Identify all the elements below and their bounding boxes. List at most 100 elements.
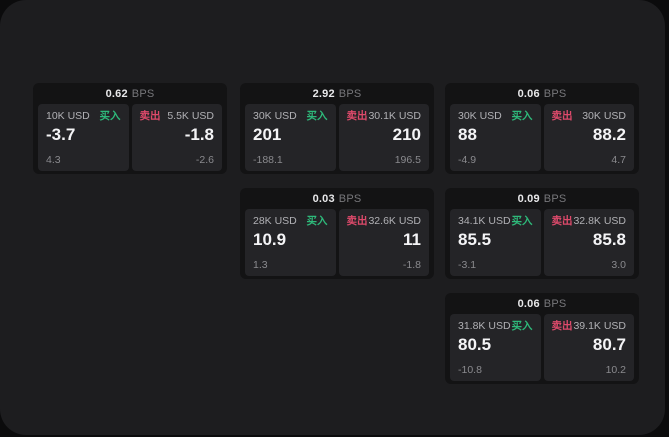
- sell-change: -2.6: [195, 153, 214, 166]
- buy-notional: 34.1K USD: [458, 215, 511, 227]
- sell-side-label: 卖出: [551, 320, 573, 332]
- sell-panel-header: 卖出 5.5K USD: [140, 111, 215, 122]
- bps-unit-label: BPS: [338, 192, 362, 205]
- buy-panel-header: 30K USD 买入: [253, 111, 328, 122]
- sell-change: -1.8: [402, 258, 421, 271]
- spread-bps-value: 0.06: [517, 297, 540, 310]
- buy-change: -10.8: [458, 363, 482, 376]
- spread-bps-value: 0.09: [517, 192, 540, 205]
- sell-notional: 30K USD: [582, 110, 626, 122]
- sell-panel-header: 卖出 32.6K USD: [347, 216, 422, 227]
- buy-notional: 28K USD: [253, 215, 297, 227]
- quote-panels: 10K USD 买入 -3.7 4.3 卖出 5.5K USD -1.8 -2.…: [38, 104, 222, 171]
- sell-notional: 30.1K USD: [368, 110, 421, 122]
- quote-card: 0.09 BPS 34.1K USD 买入 85.5 -3.1 卖出 32.8K…: [445, 188, 639, 279]
- sell-price: 88.2: [592, 124, 626, 144]
- quote-panels: 30K USD 买入 88 -4.9 卖出 30K USD 88.2 4.7: [450, 104, 634, 171]
- card-header: 2.92 BPS: [245, 83, 429, 104]
- buy-panel-header: 34.1K USD 买入: [458, 216, 533, 227]
- buy-price: 201: [253, 124, 282, 144]
- sell-panel-header: 卖出 39.1K USD: [552, 321, 627, 332]
- sell-side-label: 卖出: [551, 110, 573, 122]
- sell-panel[interactable]: 卖出 5.5K USD -1.8 -2.6: [131, 104, 222, 171]
- sell-panel[interactable]: 卖出 32.6K USD 11 -1.8: [338, 209, 429, 276]
- buy-panel[interactable]: 30K USD 买入 201 -188.1: [245, 104, 336, 171]
- bps-unit-label: BPS: [543, 192, 567, 205]
- buy-panel[interactable]: 34.1K USD 买入 85.5 -3.1: [450, 209, 541, 276]
- quote-card: 0.03 BPS 28K USD 买入 10.9 1.3 卖出 32.6K US…: [240, 188, 434, 279]
- buy-price: 10.9: [253, 229, 287, 249]
- sell-price: -1.8: [184, 124, 214, 144]
- quote-card: 0.06 BPS 31.8K USD 买入 80.5 -10.8 卖出 39.1…: [445, 293, 639, 384]
- spread-bps-value: 0.62: [105, 87, 128, 100]
- buy-panel-header: 28K USD 买入: [253, 216, 328, 227]
- quote-card: 2.92 BPS 30K USD 买入 201 -188.1 卖出 30.1K …: [240, 83, 434, 174]
- sell-panel-header: 卖出 30.1K USD: [347, 111, 422, 122]
- buy-price: -3.7: [46, 124, 76, 144]
- sell-panel-header: 卖出 30K USD: [552, 111, 627, 122]
- sell-side-label: 卖出: [139, 110, 161, 122]
- card-header: 0.03 BPS: [245, 188, 429, 209]
- sell-price: 80.7: [592, 334, 626, 354]
- spread-bps-value: 0.03: [312, 192, 335, 205]
- sell-panel-header: 卖出 32.8K USD: [552, 216, 627, 227]
- sell-notional: 32.6K USD: [368, 215, 421, 227]
- spread-bps-value: 2.92: [312, 87, 335, 100]
- buy-side-label: 买入: [511, 215, 533, 227]
- buy-change: 4.3: [46, 153, 61, 166]
- buy-panel-header: 31.8K USD 买入: [458, 321, 533, 332]
- buy-price: 85.5: [458, 229, 492, 249]
- buy-notional: 30K USD: [458, 110, 502, 122]
- card-header: 0.06 BPS: [450, 83, 634, 104]
- buy-price: 88: [458, 124, 477, 144]
- buy-panel[interactable]: 31.8K USD 买入 80.5 -10.8: [450, 314, 541, 381]
- buy-panel[interactable]: 30K USD 买入 88 -4.9: [450, 104, 541, 171]
- buy-panel-header: 10K USD 买入: [46, 111, 121, 122]
- buy-side-label: 买入: [511, 320, 533, 332]
- buy-panel[interactable]: 10K USD 买入 -3.7 4.3: [38, 104, 129, 171]
- buy-price: 80.5: [458, 334, 492, 354]
- buy-side-label: 买入: [306, 215, 328, 227]
- sell-panel[interactable]: 卖出 30K USD 88.2 4.7: [543, 104, 634, 171]
- card-header: 0.62 BPS: [38, 83, 222, 104]
- sell-side-label: 卖出: [346, 110, 368, 122]
- bps-unit-label: BPS: [338, 87, 362, 100]
- sell-change: 4.7: [611, 153, 626, 166]
- spread-bps-value: 0.06: [517, 87, 540, 100]
- quote-panels: 31.8K USD 买入 80.5 -10.8 卖出 39.1K USD 80.…: [450, 314, 634, 381]
- quote-panels: 30K USD 买入 201 -188.1 卖出 30.1K USD 210 1…: [245, 104, 429, 171]
- quote-panels: 28K USD 买入 10.9 1.3 卖出 32.6K USD 11 -1.8: [245, 209, 429, 276]
- sell-price: 85.8: [592, 229, 626, 249]
- buy-change: -3.1: [458, 258, 477, 271]
- buy-notional: 31.8K USD: [458, 320, 511, 332]
- sell-side-label: 卖出: [551, 215, 573, 227]
- quote-card: 0.06 BPS 30K USD 买入 88 -4.9 卖出 30K USD 8…: [445, 83, 639, 174]
- buy-change: -188.1: [253, 153, 283, 166]
- card-header: 0.09 BPS: [450, 188, 634, 209]
- buy-panel-header: 30K USD 买入: [458, 111, 533, 122]
- buy-notional: 10K USD: [46, 110, 90, 122]
- buy-side-label: 买入: [99, 110, 121, 122]
- buy-notional: 30K USD: [253, 110, 297, 122]
- sell-notional: 39.1K USD: [573, 320, 626, 332]
- card-header: 0.06 BPS: [450, 293, 634, 314]
- sell-change: 3.0: [611, 258, 626, 271]
- buy-change: -4.9: [458, 153, 477, 166]
- sell-panel[interactable]: 卖出 39.1K USD 80.7 10.2: [543, 314, 634, 381]
- sell-change: 10.2: [605, 363, 626, 376]
- quote-card: 0.62 BPS 10K USD 买入 -3.7 4.3 卖出 5.5K USD…: [33, 83, 227, 174]
- sell-panel[interactable]: 卖出 30.1K USD 210 196.5: [338, 104, 429, 171]
- bps-unit-label: BPS: [131, 87, 155, 100]
- sell-notional: 32.8K USD: [573, 215, 626, 227]
- buy-change: 1.3: [253, 258, 268, 271]
- buy-side-label: 买入: [306, 110, 328, 122]
- sell-panel[interactable]: 卖出 32.8K USD 85.8 3.0: [543, 209, 634, 276]
- sell-change: 196.5: [394, 153, 421, 166]
- quote-panels: 34.1K USD 买入 85.5 -3.1 卖出 32.8K USD 85.8…: [450, 209, 634, 276]
- buy-side-label: 买入: [511, 110, 533, 122]
- bps-unit-label: BPS: [543, 297, 567, 310]
- sell-price: 11: [403, 229, 421, 249]
- buy-panel[interactable]: 28K USD 买入 10.9 1.3: [245, 209, 336, 276]
